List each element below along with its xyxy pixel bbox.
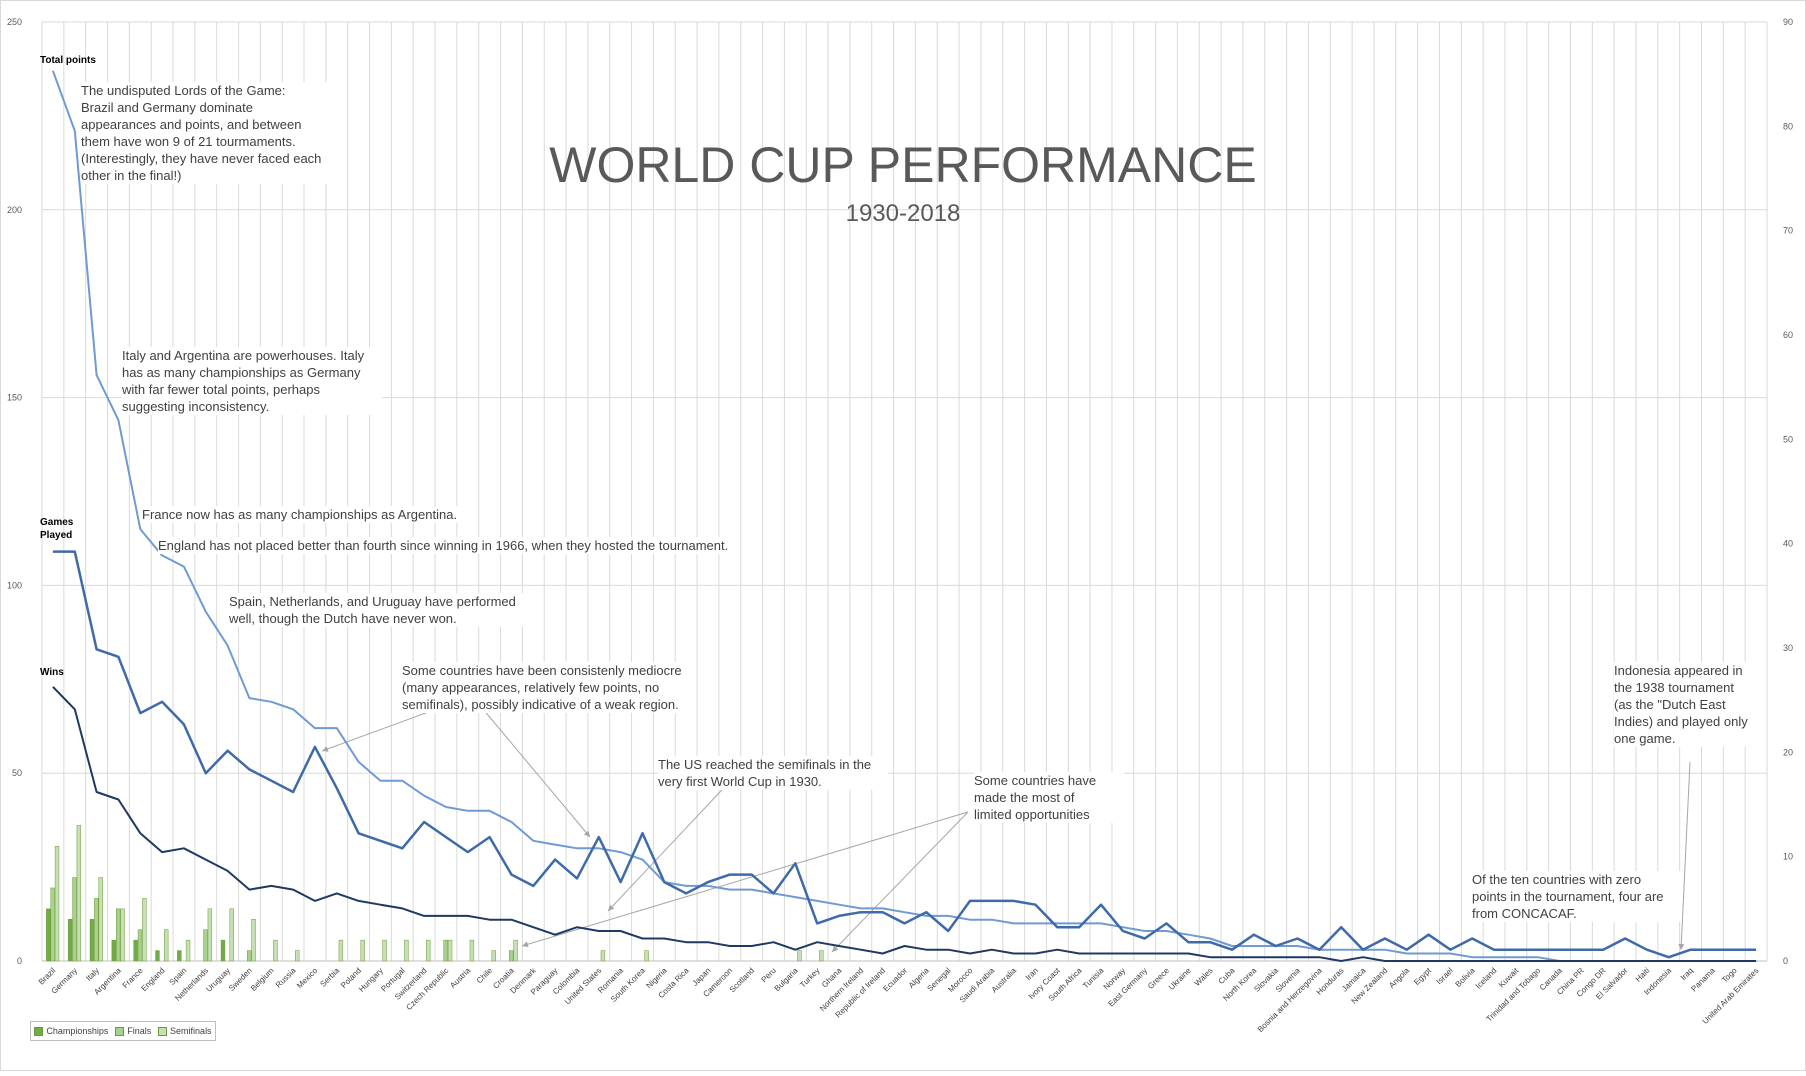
annotation-arrow [471, 695, 591, 838]
bar-semifinals [295, 950, 300, 962]
legend: Championships Finals Semifinals [30, 1021, 216, 1041]
legend-label-semifinals: Semifinals [170, 1026, 212, 1036]
bar-championships [89, 919, 95, 962]
legend-swatch-semifinals [158, 1026, 168, 1036]
bar-semifinals [447, 939, 453, 962]
bar-finals [509, 950, 514, 962]
bar-semifinals [273, 939, 278, 962]
annotation-arrow [521, 811, 969, 948]
legend-label-finals: Finals [127, 1026, 152, 1036]
annotation-indonesia: Indonesia appeared in the 1938 tournamen… [1614, 662, 1764, 747]
chart-title: WORLD CUP PERFORMANCE [549, 137, 1257, 193]
bar-semifinals [469, 939, 475, 962]
y2-tick-label: 0 [1783, 956, 1788, 966]
bar-semifinals [164, 929, 169, 962]
y-tick-label: 50 [12, 768, 22, 778]
wins-label: Wins [40, 667, 64, 678]
bar-semifinals [76, 825, 82, 962]
bar-championships [46, 908, 51, 962]
legend-item-finals: Finals [115, 1026, 151, 1036]
bar-championships [133, 939, 138, 962]
legend-item-semifinals: Semifinals [158, 1026, 212, 1036]
legend-label-championships: Championships [46, 1026, 109, 1036]
y-tick-label: 0 [17, 956, 22, 966]
bar-semifinals [98, 877, 103, 962]
y2-tick-label: 50 [1783, 434, 1793, 444]
bar-semifinals [338, 939, 344, 962]
annotation-italy-argentina: Italy and Argentina are powerhouses. Ita… [122, 347, 382, 415]
y2-tick-label: 60 [1783, 330, 1793, 340]
bar-championships [111, 939, 116, 962]
y2-tick-label: 90 [1783, 17, 1793, 27]
annotation-lords: The undisputed Lords of the Game: Brazil… [81, 82, 331, 184]
bar-semifinals [229, 908, 234, 962]
bar-semifinals [513, 939, 518, 962]
y-tick-label: 250 [7, 17, 22, 27]
bar-championships [155, 950, 160, 962]
bar-semifinals [404, 939, 409, 962]
bar-semifinals [54, 845, 60, 962]
bar-finals [137, 929, 143, 962]
y2-tick-label: 20 [1783, 747, 1793, 757]
annotation-us: The US reached the semifinals in the ver… [658, 756, 888, 790]
y-tick-label: 100 [7, 580, 22, 590]
bar-finals [72, 877, 77, 962]
legend-swatch-finals [115, 1026, 125, 1036]
bar-championships [220, 939, 226, 962]
bar-semifinals [207, 908, 213, 962]
chart-subtitle: 1930-2018 [845, 200, 961, 227]
annotation-france: France now has as many championships as … [142, 506, 462, 523]
annotation-arrow [607, 775, 736, 912]
bar-semifinals [644, 950, 649, 962]
games-played-label: Games Played [40, 517, 74, 541]
bar-finals [50, 887, 55, 962]
total-points-label: Total points [40, 55, 96, 66]
bar-semifinals [426, 939, 431, 962]
line-total-points [51, 70, 1757, 962]
bar-semifinals [185, 939, 191, 962]
bar-finals [115, 908, 121, 962]
line-games-played [52, 550, 1757, 959]
legend-item-championships: Championships [34, 1026, 108, 1036]
y-tick-label: 200 [7, 205, 22, 215]
bar-championships [177, 950, 182, 962]
annotation-england: England has not placed better than fourt… [158, 537, 738, 554]
annotation-spain-netherlands: Spain, Netherlands, and Uruguay have per… [229, 593, 529, 627]
annotation-arrow [831, 811, 969, 953]
bar-championships [67, 919, 73, 962]
bar-semifinals [797, 950, 802, 962]
y2-tick-label: 30 [1783, 643, 1793, 653]
bar-finals [94, 898, 99, 962]
annotation-arrow [1678, 761, 1691, 951]
bar-finals [443, 939, 448, 962]
y2-tick-label: 70 [1783, 226, 1793, 236]
bar-semifinals [251, 919, 256, 962]
annotation-concacaf: Of the ten countries with zero points in… [1472, 871, 1682, 922]
bar-finals [203, 929, 208, 962]
bar-semifinals [120, 908, 125, 962]
y-tick-label: 150 [7, 393, 22, 403]
bar-semifinals [142, 898, 147, 962]
bar-semifinals [819, 950, 824, 962]
bar-semifinals [382, 939, 387, 962]
annotation-mediocre: Some countries have been consistenly med… [402, 662, 692, 713]
line-wins [52, 686, 1757, 962]
y2-tick-label: 10 [1783, 852, 1793, 862]
bar-semifinals [600, 950, 606, 962]
y2-tick-label: 80 [1783, 121, 1793, 131]
legend-swatch-championships [34, 1026, 44, 1036]
bar-semifinals [360, 939, 365, 962]
bar-finals [247, 950, 252, 962]
y2-tick-label: 40 [1783, 539, 1793, 549]
annotation-opportunities: Some countries have made the most of lim… [974, 772, 1124, 823]
bar-semifinals [491, 950, 496, 962]
